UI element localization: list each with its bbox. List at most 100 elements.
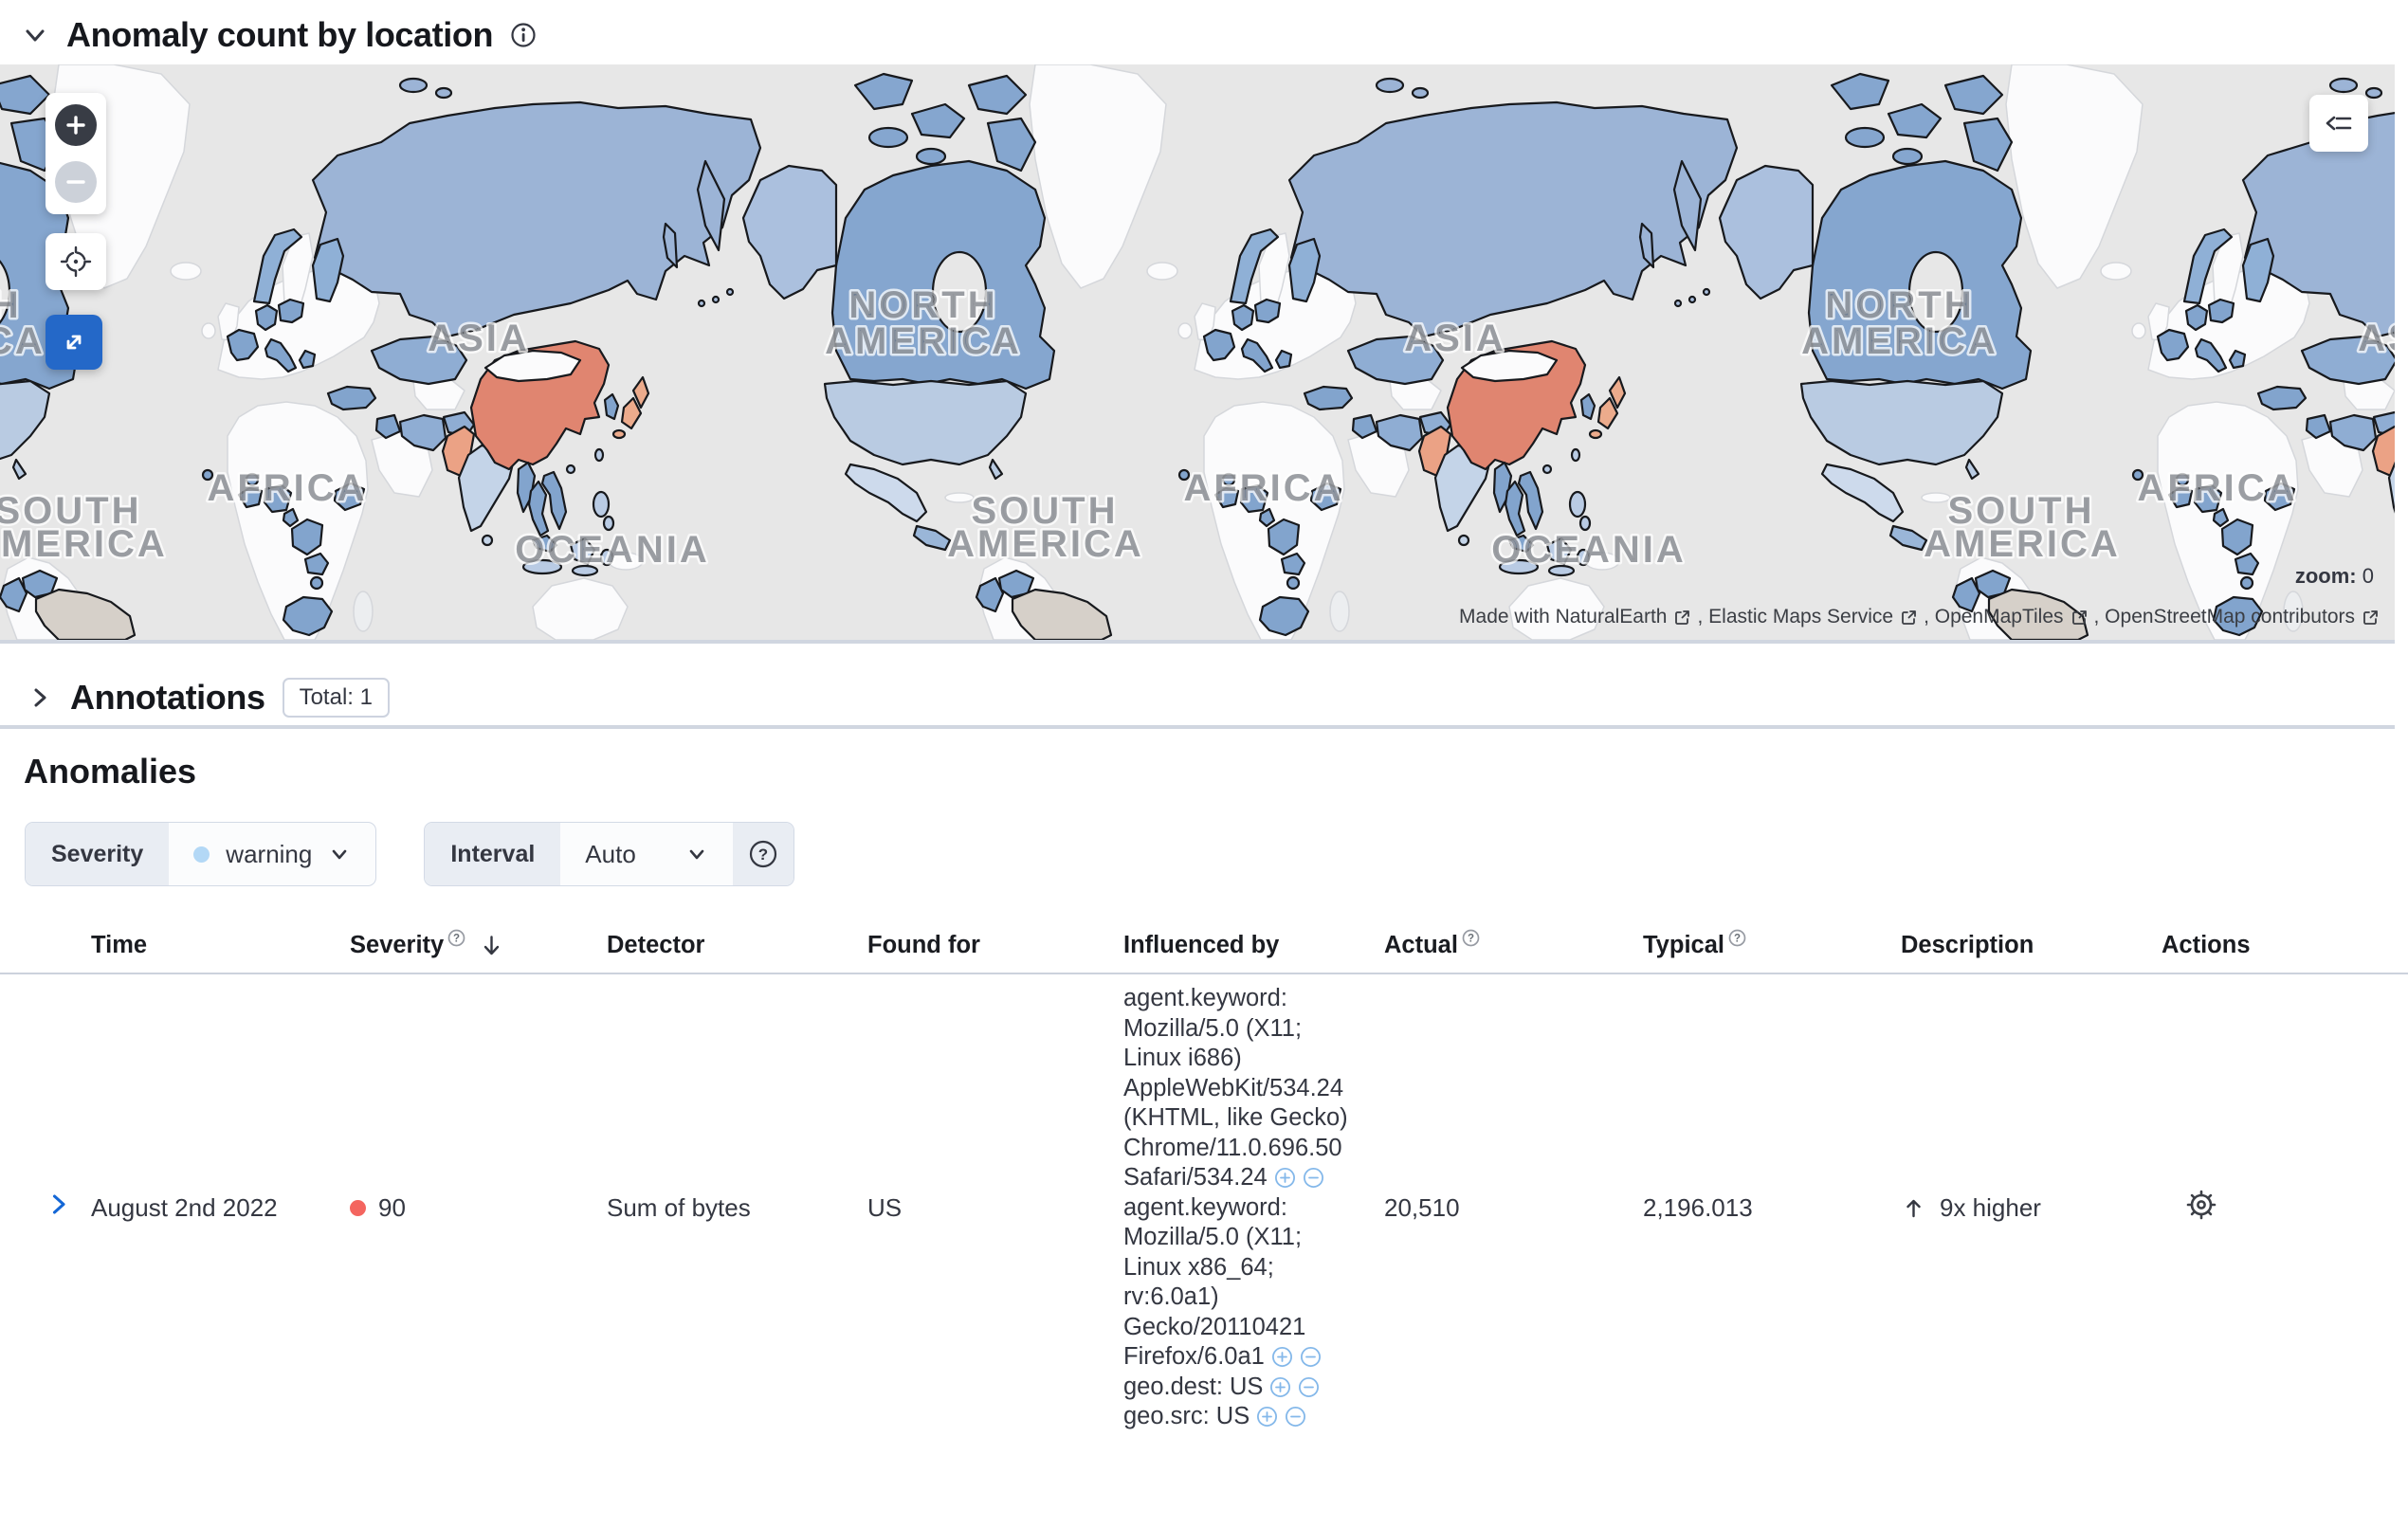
attribution-link[interactable]: , Elastic Maps Service [1697, 606, 1918, 628]
severity-filter-group: Severity warning [25, 822, 377, 886]
map-section-title: Anomaly count by location [66, 15, 494, 54]
map-fit-to-data-button[interactable] [47, 234, 104, 289]
attribution-text: , OpenMapTiles [1924, 606, 2064, 628]
header-found-for: Found for [867, 932, 980, 958]
row-expand-button[interactable] [34, 1191, 71, 1217]
attribution-text: , Elastic Maps Service [1697, 606, 1894, 628]
svg-text:?: ? [758, 846, 768, 864]
chevron-down-icon[interactable] [21, 21, 49, 49]
question-circle-icon: ? [1728, 929, 1746, 947]
header-time[interactable]: Time [91, 932, 148, 958]
cell-actions [2162, 1186, 2408, 1230]
filter-for-icon[interactable] [1269, 1376, 1291, 1398]
influencer-text: agent.keyword: Mozilla/5.0 (X11; Linux i… [1123, 985, 1348, 1191]
svg-text:?: ? [1734, 933, 1741, 944]
attribution-link[interactable]: Made with NaturalEarth [1459, 606, 1691, 628]
map-controls [46, 93, 106, 370]
cell-detector: Sum of bytes [607, 1192, 751, 1222]
divider [0, 642, 2395, 644]
attribution-text: Made with NaturalEarth [1459, 606, 1668, 628]
filter-for-icon[interactable] [1274, 1167, 1296, 1189]
influencer-text: geo.dest: US [1123, 1373, 1264, 1400]
map-legend-toggle-button[interactable] [2309, 95, 2368, 152]
cell-typical: 2,196.013 [1643, 1192, 1753, 1222]
interval-filter-value: Auto [585, 839, 636, 868]
map-zoom-in-button[interactable] [55, 104, 97, 146]
interval-filter-group: Interval Auto ? [424, 822, 795, 886]
cell-severity: 90 [350, 1193, 607, 1223]
anomalies-section: Anomalies Severity warning Interval Auto [0, 729, 2408, 1432]
question-circle-icon: ? [447, 929, 465, 947]
interval-filter-select[interactable]: Auto [560, 823, 733, 885]
filter-out-icon[interactable] [1298, 1376, 1320, 1398]
map-fit-panel [46, 233, 106, 290]
map-zoom-value: 0 [2362, 564, 2374, 588]
sort-descending-icon [479, 933, 504, 958]
interval-help-button[interactable]: ? [733, 823, 794, 885]
header-severity[interactable]: Severity ? [350, 920, 607, 973]
filter-for-icon[interactable] [1271, 1346, 1293, 1368]
external-link-icon [1673, 609, 1691, 627]
severity-score: 90 [378, 1192, 406, 1222]
header-actions: Actions [2162, 932, 2251, 958]
header-typical: Typical ? [1643, 920, 1901, 973]
external-link-icon [1900, 609, 1918, 627]
info-icon[interactable] [510, 22, 537, 48]
map-expand-button[interactable] [46, 315, 102, 370]
chevron-down-icon [685, 843, 708, 865]
anomalies-filters: Severity warning Interval Auto ? [25, 822, 2408, 886]
filter-out-icon[interactable] [1303, 1167, 1324, 1189]
divider [0, 640, 2395, 642]
header-expander-spacer [34, 920, 91, 973]
anomalies-table: Time Severity ? Detector Found for Influ… [0, 920, 2408, 1432]
cell-description: 9x higher [1901, 1193, 2162, 1223]
header-description: Description [1901, 932, 2034, 958]
influencer-text: geo.src: US [1123, 1403, 1250, 1429]
warning-severity-dot [193, 846, 210, 863]
map-zoom-indicator: zoom: 0 [2295, 564, 2374, 589]
interval-filter-label: Interval [425, 823, 561, 885]
map-attribution: Made with NaturalEarth , Elastic Maps Se… [1459, 606, 2380, 628]
svg-text:?: ? [453, 933, 460, 944]
anomaly-map[interactable]: ASIA NORTH AMERICA AFRICA OCEANIA SOUTH … [0, 64, 2395, 640]
influencer-text: agent.keyword: Mozilla/5.0 (X11; Linux x… [1123, 1193, 1306, 1371]
cell-found-for: US [867, 1192, 903, 1222]
filter-for-icon[interactable] [1256, 1406, 1278, 1428]
influencer-item: geo.src: US [1123, 1402, 1358, 1432]
external-link-icon [2071, 609, 2089, 627]
question-circle-icon: ? [1462, 929, 1480, 947]
world-choropleth[interactable]: ASIA NORTH AMERICA AFRICA OCEANIA SOUTH … [0, 64, 2395, 640]
severity-filter-select[interactable]: warning [169, 823, 375, 885]
cell-influenced-by: agent.keyword: Mozilla/5.0 (X11; Linux i… [1123, 984, 1384, 1432]
influencer-item: geo.dest: US [1123, 1373, 1358, 1403]
gear-icon[interactable] [2182, 1186, 2220, 1224]
attribution-text: , OpenStreetMap contributors [2093, 606, 2355, 628]
influencer-item: agent.keyword: Mozilla/5.0 (X11; Linux x… [1123, 1193, 1358, 1373]
attribution-link[interactable]: , OpenStreetMap contributors [2094, 606, 2380, 628]
cell-time: August 2nd 2022 [91, 1192, 278, 1222]
severity-filter-label: Severity [26, 823, 170, 885]
svg-text:?: ? [1468, 933, 1474, 944]
filter-out-icon[interactable] [1285, 1406, 1306, 1428]
map-zoom-out-button[interactable] [55, 161, 97, 203]
influencer-item: agent.keyword: Mozilla/5.0 (X11; Linux i… [1123, 984, 1358, 1193]
anomalies-table-header: Time Severity ? Detector Found for Influ… [0, 920, 2408, 974]
cell-actual: 20,510 [1384, 1192, 1460, 1222]
anomalies-title: Anomalies [24, 752, 197, 791]
header-influenced-by: Influenced by [1123, 932, 1280, 958]
header-detector: Detector [607, 932, 705, 958]
annotations-title: Annotations [70, 678, 265, 717]
divider [0, 727, 2395, 729]
attribution-link[interactable]: , OpenMapTiles [1924, 606, 2088, 628]
map-section-header: Anomaly count by location [0, 0, 2408, 55]
annotations-section-header[interactable]: Annotations Total: 1 [0, 644, 2408, 725]
divider [0, 725, 2395, 727]
map-zoom-label: zoom: [2294, 564, 2357, 588]
header-actual: Actual ? [1384, 920, 1643, 973]
anomaly-row: August 2nd 2022 90 Sum of bytes US agent… [0, 974, 2408, 1432]
filter-out-icon[interactable] [1300, 1346, 1322, 1368]
chevron-right-icon[interactable] [27, 684, 53, 711]
chevron-down-icon [328, 843, 351, 865]
arrow-up-icon [1901, 1195, 1926, 1221]
critical-severity-dot [350, 1199, 366, 1216]
